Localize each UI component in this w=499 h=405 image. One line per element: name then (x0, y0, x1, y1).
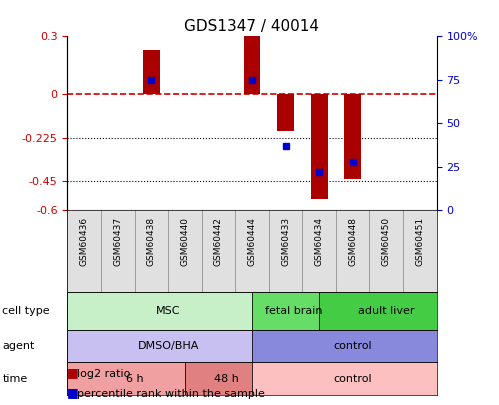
Title: GDS1347 / 40014: GDS1347 / 40014 (185, 19, 319, 34)
Bar (67, 292, 252, 330)
Text: DMSO/BHA: DMSO/BHA (137, 341, 199, 351)
Bar (277, 94, 294, 131)
Text: log2 ratio: log2 ratio (77, 369, 131, 379)
Bar (244, 36, 260, 94)
Bar (311, 94, 327, 198)
Bar (252, 330, 437, 362)
Text: ■: ■ (67, 366, 79, 379)
Text: GSM60450: GSM60450 (382, 217, 391, 266)
Text: GSM60436: GSM60436 (80, 217, 89, 266)
Bar (252, 292, 319, 330)
Text: GSM60438: GSM60438 (147, 217, 156, 266)
Bar (252, 362, 437, 395)
Text: GSM60448: GSM60448 (348, 217, 357, 266)
Text: GSM60434: GSM60434 (315, 217, 324, 266)
Text: control: control (333, 341, 372, 351)
Text: GSM60433: GSM60433 (281, 217, 290, 266)
Text: ■: ■ (67, 386, 79, 399)
Text: adult liver: adult liver (358, 306, 415, 316)
Text: GSM60451: GSM60451 (415, 217, 424, 266)
Bar (67, 330, 252, 362)
Text: cell type: cell type (2, 306, 50, 316)
Text: agent: agent (2, 341, 35, 351)
Text: GSM60444: GSM60444 (248, 217, 256, 266)
Text: MSC: MSC (156, 306, 180, 316)
Bar (319, 292, 437, 330)
Text: GSM60440: GSM60440 (180, 217, 189, 266)
Bar (344, 94, 361, 179)
Text: GSM60442: GSM60442 (214, 217, 223, 266)
Bar (143, 50, 160, 94)
Text: fetal brain: fetal brain (265, 306, 323, 316)
Text: GSM60437: GSM60437 (113, 217, 122, 266)
Text: percentile rank within the sample: percentile rank within the sample (77, 389, 265, 399)
Text: 48 h: 48 h (215, 373, 239, 384)
Bar (67, 362, 185, 395)
Text: 6 h: 6 h (126, 373, 143, 384)
Bar (185, 362, 252, 395)
Text: time: time (2, 373, 28, 384)
Text: control: control (333, 373, 372, 384)
